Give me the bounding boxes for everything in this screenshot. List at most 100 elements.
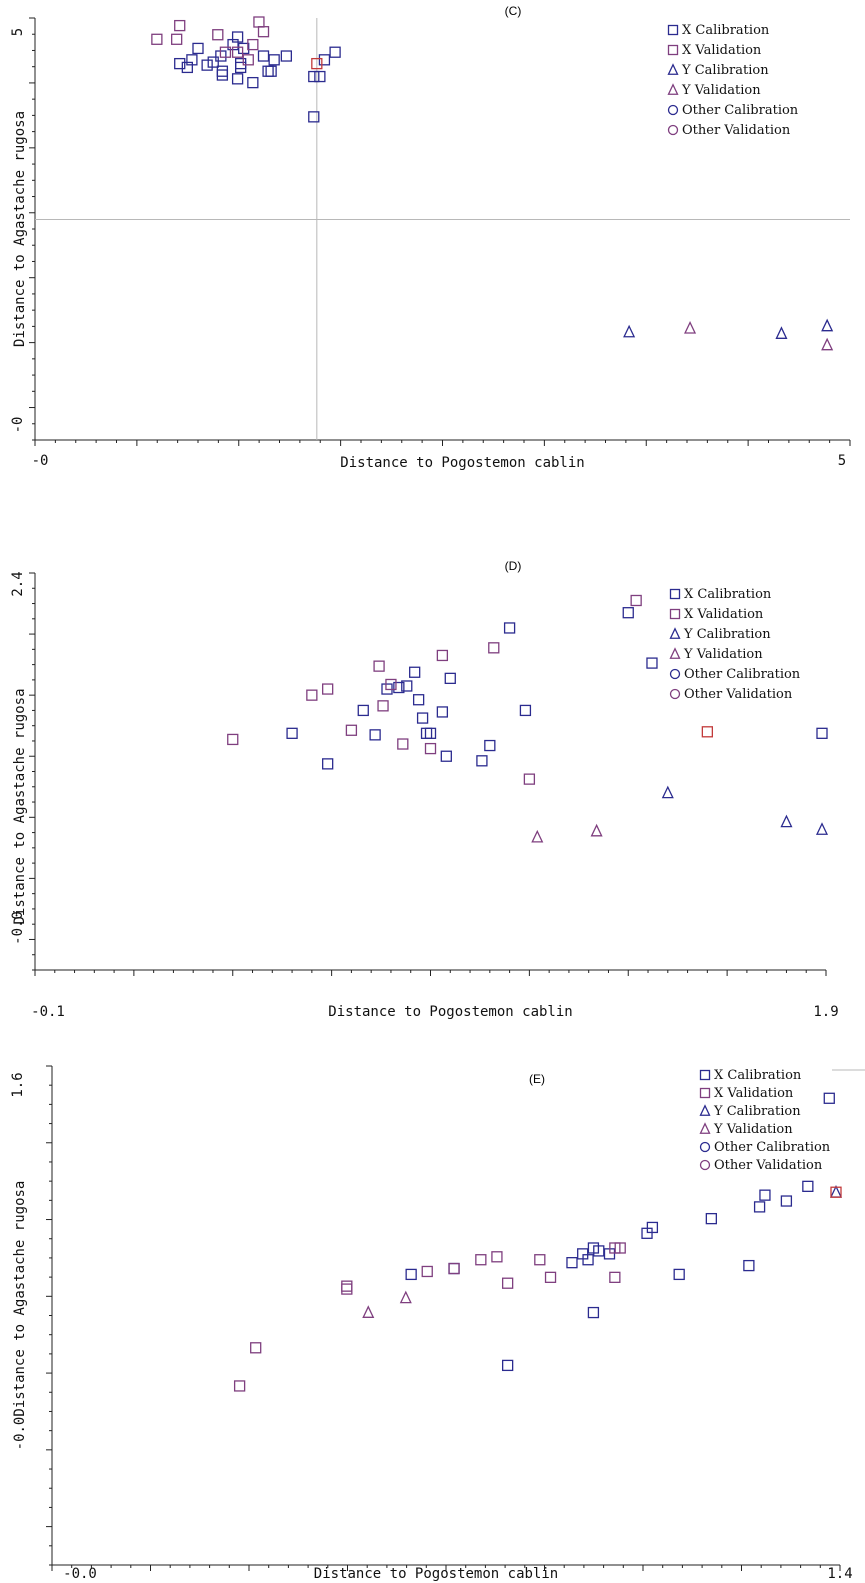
- data-point: [219, 46, 232, 58]
- legend-entry: X Validation: [682, 43, 762, 58]
- data-point: [424, 742, 437, 755]
- chart-panel-2: (E) Distance to Pogostemon cablin -0.0Dist…: [10, 1065, 865, 1582]
- legend-entry: Y Validation: [713, 1122, 793, 1137]
- data-point: [475, 1254, 487, 1266]
- data-point: [262, 65, 274, 77]
- y-tick-label: -0.0: [10, 911, 26, 945]
- data-point: [780, 1195, 793, 1207]
- x-tick-label: -0.1: [31, 1004, 65, 1020]
- y-tick-label: 1.6: [10, 1072, 26, 1097]
- data-point: [151, 33, 163, 45]
- legend-marker: [667, 24, 679, 36]
- data-point: [614, 1242, 626, 1254]
- data-point: [448, 1262, 460, 1275]
- data-point: [231, 73, 244, 85]
- data-point: [673, 1268, 685, 1281]
- data-point: [503, 622, 516, 634]
- data-point: [753, 1201, 766, 1213]
- x-tick-label: 5: [838, 453, 846, 469]
- data-point: [590, 823, 603, 837]
- x-axis-label: Distance to Pogostemon cablin: [340, 455, 584, 471]
- y-tick-label: 2.4: [10, 571, 26, 596]
- data-point: [829, 1184, 843, 1198]
- chart-title: (C): [505, 4, 522, 18]
- data-point: [231, 46, 244, 58]
- legend-entry: Other Validation: [714, 1158, 823, 1173]
- data-point: [646, 1221, 659, 1234]
- data-point: [823, 1092, 835, 1104]
- legend-marker: [669, 608, 681, 620]
- legend-marker: [667, 83, 679, 95]
- data-point: [661, 785, 674, 799]
- data-point: [566, 1257, 578, 1269]
- legend-marker: [699, 1087, 711, 1099]
- data-point: [523, 773, 536, 785]
- x-axis-label: Distance to Pogostemon cablin: [314, 1566, 558, 1582]
- data-point: [519, 704, 532, 717]
- data-point: [393, 681, 405, 694]
- data-point: [802, 1180, 814, 1192]
- x-tick-label: 1.9: [813, 1004, 838, 1020]
- data-point: [192, 42, 204, 55]
- data-point: [444, 672, 456, 685]
- legend-marker: [667, 104, 679, 116]
- legend-entry: Y Calibration: [683, 627, 771, 642]
- legend-marker: [669, 588, 681, 600]
- data-point: [759, 1189, 771, 1201]
- data-point: [322, 758, 334, 770]
- data-point: [630, 594, 642, 607]
- data-point: [440, 750, 452, 762]
- data-point: [247, 76, 259, 89]
- data-point: [385, 678, 397, 691]
- data-point: [373, 660, 385, 672]
- x-tick-label: -0.0: [63, 1566, 97, 1582]
- data-point: [534, 1254, 546, 1266]
- legend-marker: [699, 1069, 711, 1081]
- data-point: [623, 324, 636, 338]
- data-point: [593, 1245, 605, 1257]
- data-point: [484, 739, 496, 752]
- data-point: [308, 111, 320, 123]
- legend-marker: [669, 668, 681, 680]
- y-tick-label: 5: [10, 28, 26, 36]
- data-point: [780, 814, 793, 828]
- legend-entry: X Validation: [684, 607, 764, 622]
- legend-entry: Other Validation: [682, 123, 791, 138]
- data-point: [227, 733, 239, 746]
- data-point: [329, 46, 341, 58]
- data-point: [609, 1271, 621, 1283]
- data-point: [345, 724, 358, 736]
- data-point: [306, 689, 318, 701]
- legend-marker: [699, 1122, 711, 1134]
- legend-marker: [699, 1104, 711, 1116]
- y-axis-label: Distance to Agastache rugosa: [12, 111, 28, 347]
- data-point: [257, 50, 270, 62]
- legend-marker: [699, 1141, 711, 1153]
- legend-entry: Y Calibration: [713, 1104, 801, 1119]
- data-point: [174, 19, 186, 32]
- data-point: [268, 54, 280, 66]
- legend-entry: X Calibration: [684, 587, 772, 602]
- data-point: [701, 726, 713, 738]
- chart-title: (E): [529, 1072, 545, 1086]
- data-point: [705, 1212, 717, 1225]
- legend-marker: [669, 647, 681, 659]
- data-point: [314, 70, 326, 83]
- data-point: [821, 337, 834, 351]
- data-point: [174, 57, 186, 70]
- data-point: [821, 318, 834, 332]
- data-point: [322, 683, 334, 695]
- data-point: [238, 42, 250, 55]
- data-point: [501, 1359, 514, 1372]
- data-point: [265, 65, 277, 77]
- data-point: [412, 694, 425, 706]
- data-point: [207, 56, 219, 68]
- data-point: [250, 1342, 262, 1354]
- data-point: [436, 706, 449, 718]
- data-point: [501, 1277, 514, 1289]
- data-point: [436, 649, 449, 662]
- y-axis-label: -0.0Distance to Agastache rugosa: [12, 1181, 28, 1451]
- data-point: [377, 700, 389, 712]
- data-point: [257, 26, 270, 38]
